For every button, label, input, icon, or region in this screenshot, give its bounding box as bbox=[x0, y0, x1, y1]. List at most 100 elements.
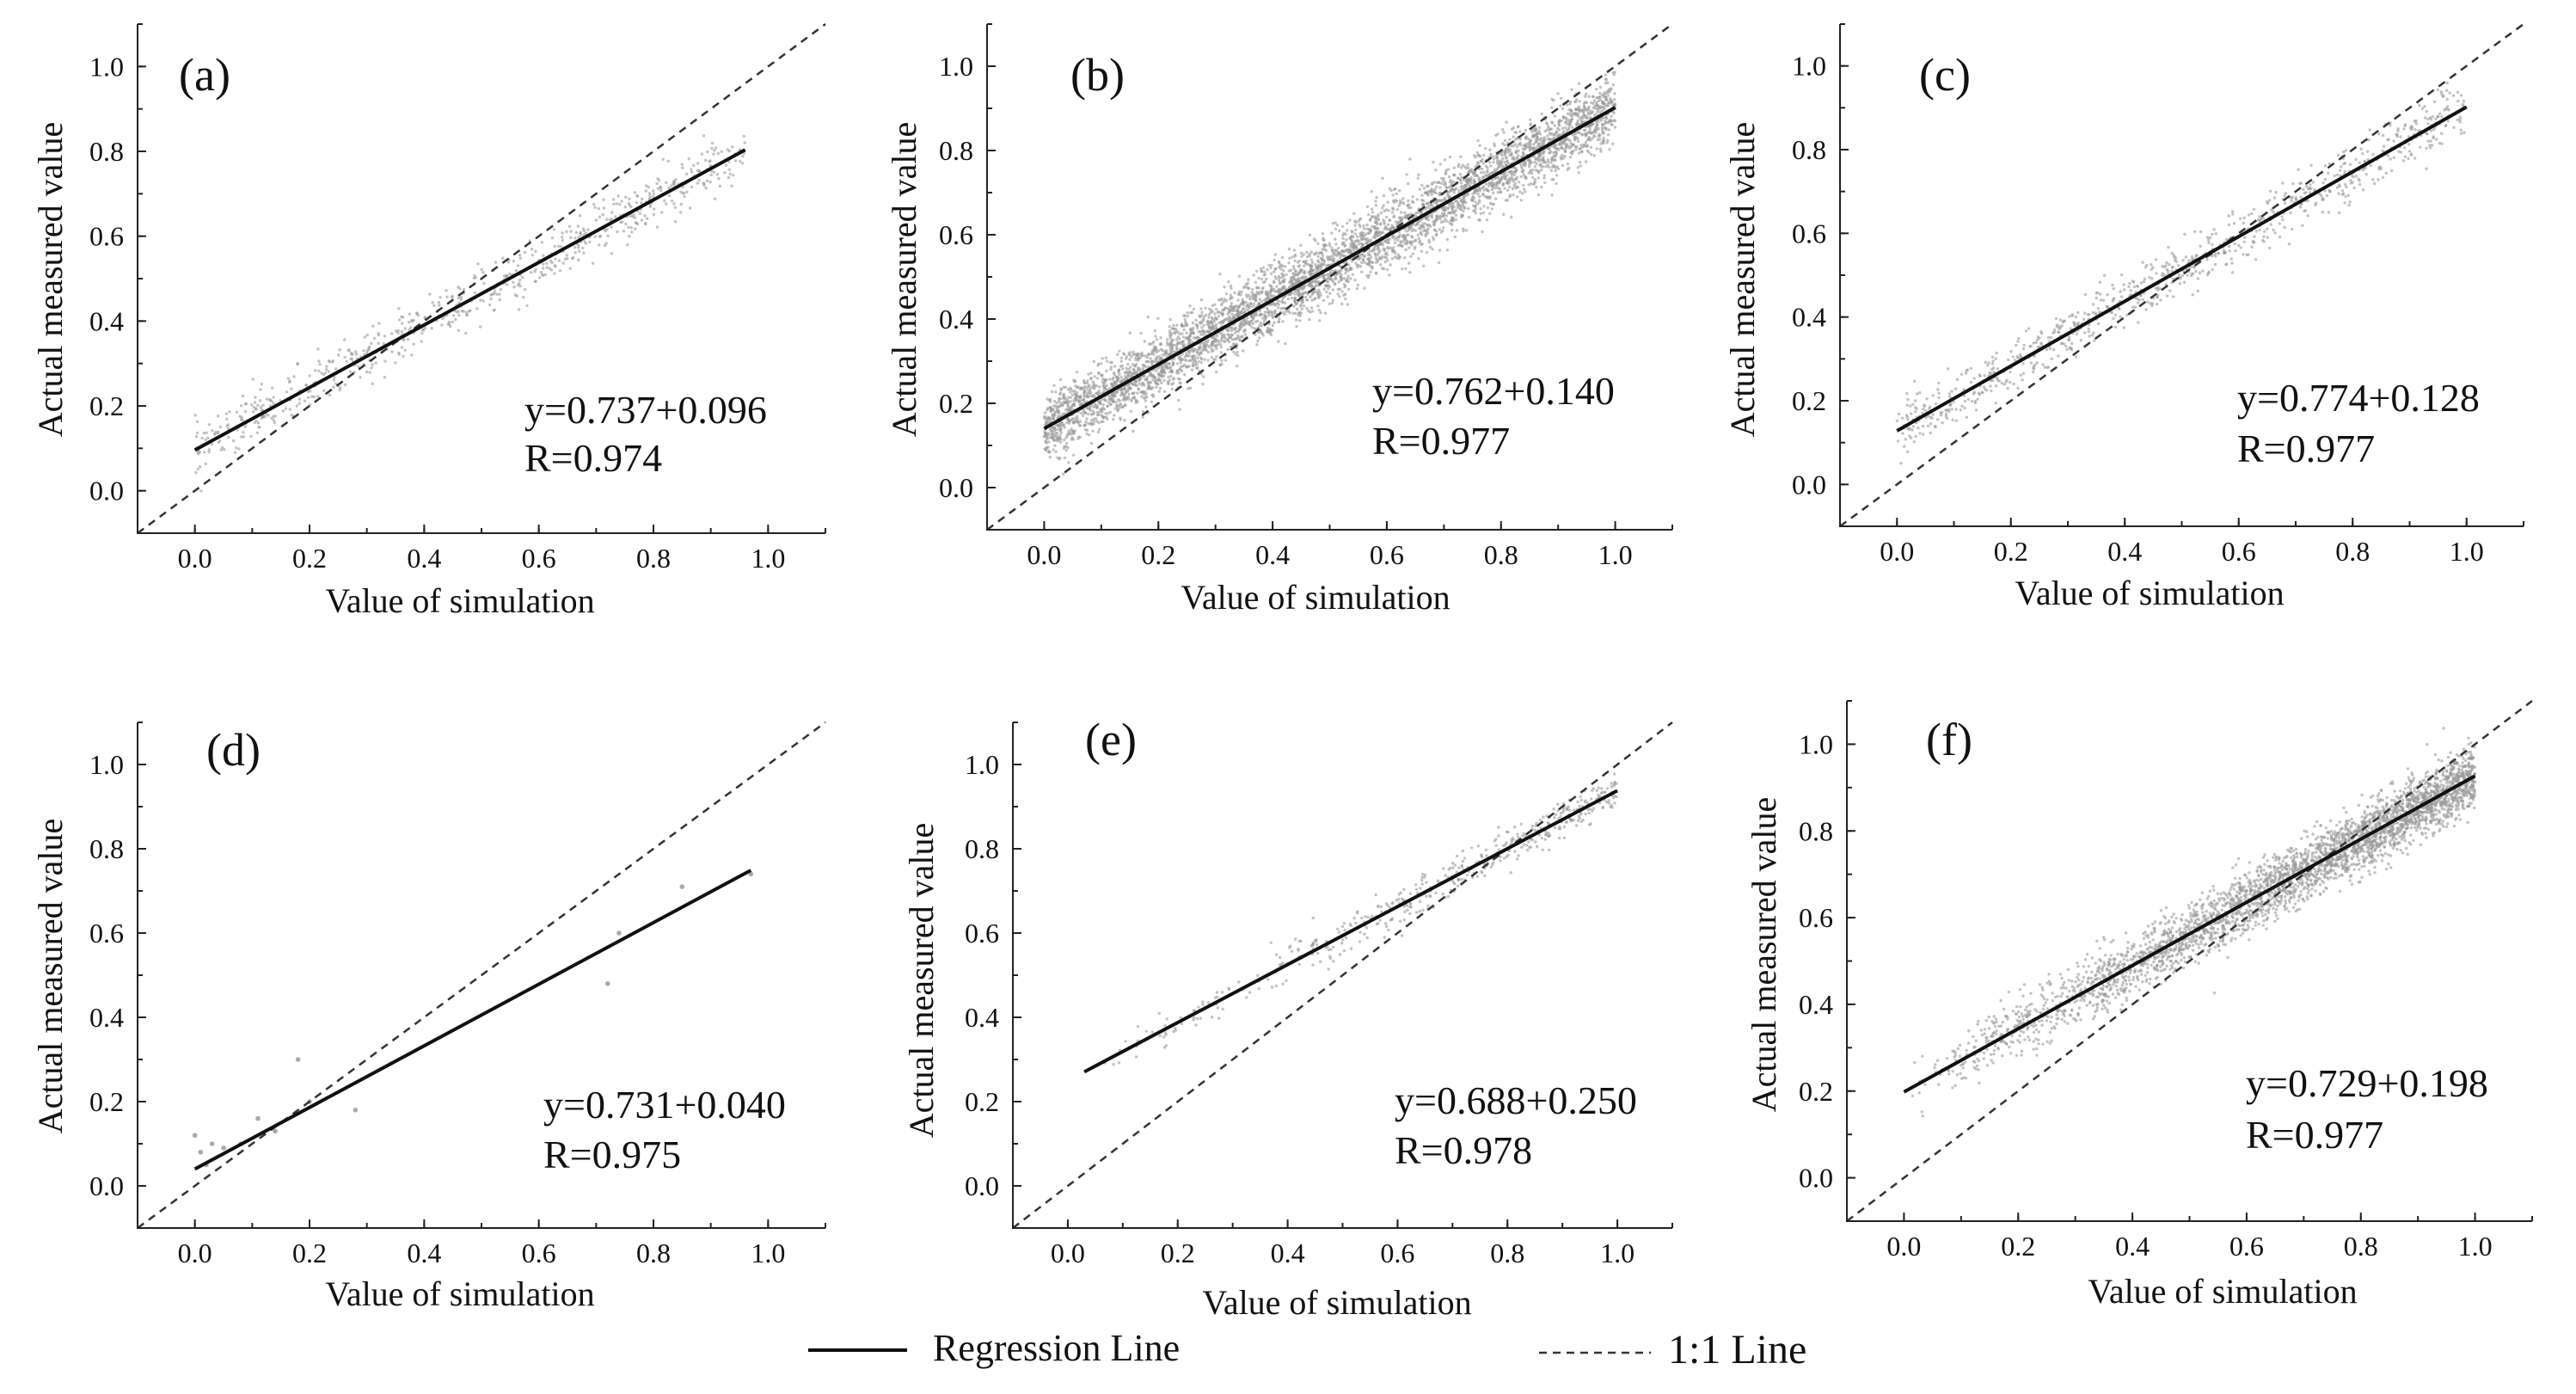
data-point bbox=[1408, 206, 1411, 210]
data-point bbox=[1322, 298, 1326, 303]
data-point bbox=[627, 225, 630, 229]
data-point bbox=[1155, 338, 1159, 341]
data-point bbox=[1163, 371, 1167, 375]
data-point bbox=[1092, 417, 1095, 421]
data-point bbox=[1403, 256, 1407, 260]
data-point bbox=[255, 407, 258, 410]
data-point bbox=[540, 241, 544, 244]
data-point bbox=[1125, 370, 1128, 374]
data-point bbox=[1459, 181, 1463, 185]
data-point bbox=[1375, 195, 1378, 200]
data-point bbox=[1277, 320, 1281, 323]
data-point bbox=[1433, 181, 1437, 184]
data-point bbox=[553, 244, 556, 249]
data-point bbox=[1280, 300, 1284, 304]
data-point bbox=[1101, 357, 1104, 360]
data-point bbox=[567, 224, 572, 228]
data-point bbox=[1400, 240, 1403, 243]
data-point bbox=[1425, 250, 1429, 255]
data-point bbox=[1365, 227, 1369, 230]
data-point bbox=[383, 359, 387, 363]
data-point bbox=[207, 423, 212, 427]
data-point bbox=[457, 296, 461, 300]
data-point bbox=[601, 212, 604, 217]
data-point bbox=[1394, 220, 1398, 224]
data-point bbox=[270, 386, 274, 390]
data-point bbox=[316, 347, 320, 351]
data-point bbox=[559, 244, 563, 249]
data-point bbox=[432, 304, 436, 307]
data-point bbox=[1346, 221, 1349, 225]
data-point bbox=[1411, 195, 1415, 199]
data-point bbox=[1171, 378, 1175, 381]
data-point bbox=[464, 331, 468, 335]
data-point bbox=[1300, 307, 1304, 310]
data-point bbox=[1355, 240, 1359, 243]
data-point bbox=[1218, 273, 1222, 276]
data-point bbox=[704, 187, 708, 190]
y-tick-label: 0.0 bbox=[89, 476, 124, 507]
data-point bbox=[1587, 105, 1591, 109]
data-point bbox=[1256, 319, 1260, 322]
data-point bbox=[1594, 131, 1598, 134]
data-point bbox=[255, 431, 260, 434]
data-point bbox=[529, 271, 533, 274]
data-point bbox=[1103, 380, 1107, 384]
data-point bbox=[708, 180, 712, 184]
data-point bbox=[1201, 347, 1205, 351]
data-point bbox=[1101, 373, 1104, 378]
data-point bbox=[1300, 276, 1303, 279]
data-point bbox=[728, 172, 732, 176]
data-point bbox=[1384, 256, 1389, 260]
data-point bbox=[1136, 400, 1139, 403]
data-point bbox=[1463, 184, 1467, 187]
data-point bbox=[240, 415, 243, 419]
data-point bbox=[1061, 472, 1065, 476]
data-point bbox=[1274, 277, 1278, 280]
data-point bbox=[1095, 405, 1098, 409]
data-point bbox=[1362, 224, 1365, 228]
data-point bbox=[1485, 218, 1489, 222]
data-point bbox=[479, 298, 482, 302]
data-point bbox=[1101, 420, 1105, 423]
data-point bbox=[1052, 438, 1056, 442]
data-point bbox=[1296, 273, 1300, 277]
data-point bbox=[1321, 254, 1325, 258]
data-point bbox=[672, 181, 675, 186]
x-tick-label: 1.0 bbox=[751, 543, 785, 574]
data-point bbox=[354, 353, 359, 356]
data-point bbox=[1141, 366, 1145, 370]
data-point bbox=[1250, 287, 1254, 292]
data-point bbox=[1595, 96, 1598, 100]
data-point bbox=[194, 470, 198, 475]
data-point bbox=[1296, 307, 1299, 311]
data-point bbox=[667, 194, 672, 198]
data-point bbox=[522, 295, 525, 299]
data-point bbox=[1445, 237, 1450, 242]
data-point bbox=[1510, 215, 1513, 219]
data-point bbox=[1482, 188, 1486, 192]
data-point bbox=[288, 380, 291, 384]
data-point bbox=[193, 414, 197, 417]
data-point bbox=[1613, 71, 1616, 74]
data-point bbox=[430, 327, 433, 330]
data-point bbox=[498, 298, 501, 302]
data-point bbox=[1188, 359, 1193, 362]
data-point bbox=[1439, 176, 1444, 180]
data-point bbox=[1344, 271, 1347, 275]
data-point bbox=[1574, 135, 1578, 139]
data-point bbox=[692, 163, 696, 167]
data-point bbox=[1537, 126, 1542, 130]
data-point bbox=[1157, 349, 1161, 353]
data-point bbox=[1484, 147, 1487, 150]
data-point bbox=[1151, 359, 1155, 363]
data-point bbox=[1194, 360, 1198, 364]
data-point bbox=[383, 335, 387, 338]
data-point bbox=[1135, 353, 1138, 357]
data-point bbox=[1076, 417, 1079, 421]
data-point bbox=[1535, 162, 1538, 166]
data-point bbox=[1322, 248, 1326, 251]
data-point bbox=[616, 194, 620, 198]
data-point bbox=[235, 410, 239, 414]
data-point bbox=[1567, 166, 1571, 170]
